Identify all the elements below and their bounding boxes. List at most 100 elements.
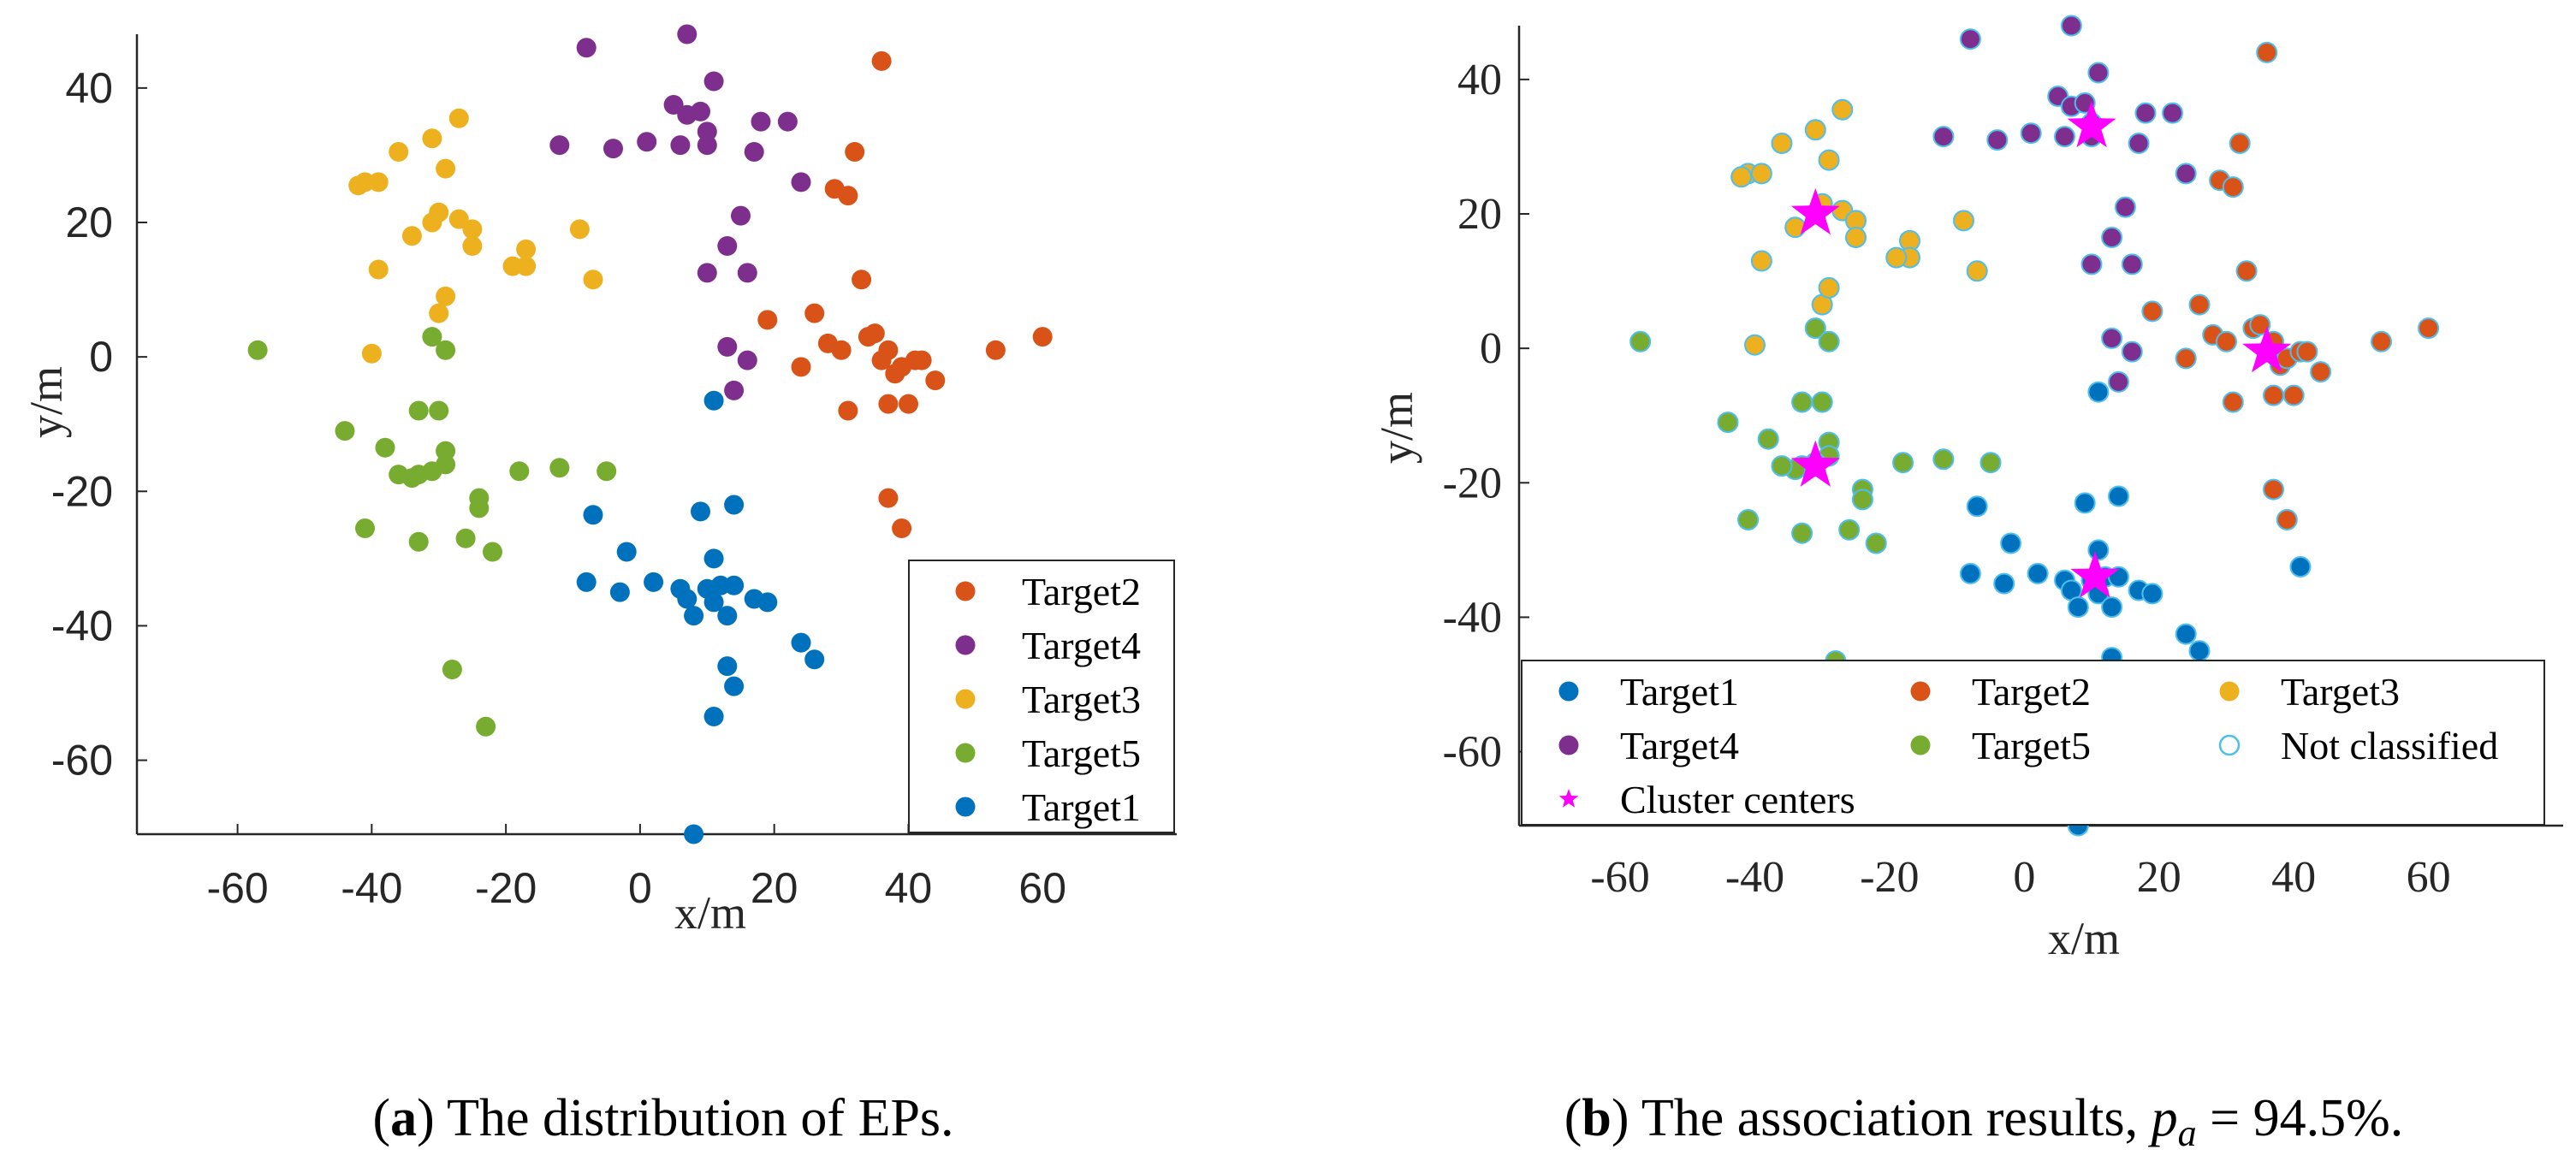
panel-b-point-target1	[1966, 495, 1988, 518]
panel-a-point-target4	[751, 111, 771, 132]
panel-b-legend-marker-not-classified	[2218, 734, 2241, 756]
caption-a-open: (	[372, 1089, 390, 1147]
panel-b-point-target1	[2067, 596, 2089, 619]
panel-b-point-target5	[1838, 518, 1861, 541]
panel-b-cluster-center-star	[1790, 188, 1840, 235]
panel-a-point-target1	[724, 676, 745, 696]
panel-a-point-target3	[502, 256, 523, 276]
panel-a-point-target3	[462, 236, 483, 256]
panel-b-point-target5	[1771, 455, 1793, 477]
panel-b-point-target4	[1932, 126, 1955, 148]
panel-a-legend-label-target2: Target2	[1022, 570, 1141, 613]
panel-b-legend-label-target4: Target4	[1620, 724, 1739, 767]
panel-b-axes: -60 -40 -20 0 20 40 60 -60 -40 -20 0 20 40	[1443, 26, 2563, 902]
panel-a-point-target2	[871, 50, 892, 71]
panel-a-point-target1	[757, 592, 778, 613]
panel-b-point-target4	[2087, 62, 2110, 84]
panel-b-point-target5	[1791, 391, 1813, 413]
panel-a-point-target5	[442, 660, 462, 679]
panel-b-point-target2	[2296, 341, 2318, 363]
panel-b-point-target4	[2101, 227, 2123, 248]
panel-b-y-tick-label: 0	[1480, 324, 1502, 373]
panel-b-point-target5	[1892, 452, 1914, 474]
panel-a-x-tick-label: 40	[885, 864, 933, 912]
panel-b-point-target5	[1791, 522, 1813, 544]
panel-a-legend-marker-target2	[955, 581, 976, 601]
panel-b-legend-marker-target3	[2219, 681, 2240, 702]
panel-a-point-target1	[717, 606, 738, 626]
panel-b-cluster-center-star	[2067, 100, 2116, 148]
panel-b-point-target3	[1953, 210, 1974, 232]
panel-a-point-target2	[911, 350, 932, 370]
panel-a-point-target1	[717, 656, 738, 677]
panel-b-legend-marker-cluster-centers	[1558, 789, 1579, 808]
caption-a-text: The distribution of EPs.	[435, 1089, 954, 1147]
panel-a-point-target4	[670, 135, 691, 156]
panel-a-point-target1	[684, 824, 704, 844]
panel-a-point-target3	[368, 259, 389, 280]
panel-b-scatter-plot: -60 -40 -20 0 20 40 60 -60 -40 -20 0 20 40 x/m y/m T…	[1371, 15, 2563, 964]
panel-a-point-target5	[597, 461, 617, 482]
panel-b-y-tick-label: 20	[1457, 190, 1502, 239]
panel-a-x-tick-label: -40	[341, 864, 402, 912]
panel-b-point-target2	[2216, 330, 2237, 352]
panel-a-point-target5	[408, 531, 429, 552]
panel-a-point-target4	[791, 172, 811, 193]
panel-b-point-target1	[2108, 485, 2129, 507]
caption-b-eq: = 94.5%.	[2197, 1089, 2404, 1147]
panel-a-point-target5	[422, 327, 442, 347]
panel-a-point-target5	[436, 340, 456, 360]
panel-a-point-target4	[576, 38, 597, 58]
panel-a-point-target3	[436, 286, 456, 306]
panel-b-point-target3	[1750, 163, 1772, 185]
panel-a-y-tick-label: 20	[65, 198, 113, 246]
panel-b-point-target5	[1757, 428, 1779, 450]
panel-a-point-target2	[845, 142, 865, 162]
panel-a-point-target5	[355, 518, 375, 538]
panel-b-point-target5	[1979, 452, 2002, 474]
panel-a-y-tick-label: 40	[65, 64, 113, 112]
panel-a-point-target4	[691, 101, 710, 121]
panel-b-point-target3	[1818, 276, 1840, 299]
panel-a-point-target5	[469, 498, 490, 518]
panel-b-point-target3	[1885, 246, 1908, 269]
panel-a-point-target2	[878, 340, 899, 360]
panel-b-point-target3	[1845, 227, 1867, 248]
panel-b-legend: Target1 Target2 Target3 Target4 Target5 Not c…	[1521, 660, 2545, 826]
panel-b-point-target1	[2027, 562, 2049, 584]
panel-b-point-target5	[1717, 412, 1739, 434]
panel-b-point-target4	[1986, 129, 2009, 151]
panel-a-point-target1	[583, 505, 603, 525]
panel-b-y-tick-label: -20	[1443, 459, 1502, 507]
panel-b-point-target5	[1811, 391, 1833, 413]
panel-a-point-target5	[408, 400, 429, 421]
panel-a-point-target3	[401, 226, 422, 246]
panel-a-point-target4	[717, 336, 738, 357]
panel-b-point-target4	[2060, 15, 2082, 37]
panel-b-point-target1	[2000, 532, 2022, 554]
panel-a-point-target1	[791, 632, 811, 653]
panel-b-point-target4	[2108, 370, 2129, 393]
panel-b-point-target2	[2229, 133, 2251, 154]
panel-a-x-tick-label: -20	[475, 864, 537, 912]
panel-a-point-target2	[831, 340, 852, 360]
panel-a-point-target1	[804, 649, 825, 670]
panel-a-y-tick-label: -60	[51, 737, 113, 785]
panel-b-x-tick-label: -40	[1725, 853, 1784, 902]
panel-b-point-target1	[2101, 596, 2123, 619]
panel-b-x-tick-label: 20	[2137, 853, 2181, 902]
panel-b-legend-marker-target4	[1558, 735, 1579, 755]
panel-b-point-target3	[1831, 98, 1854, 121]
panel-a-legend-marker-target4	[955, 635, 976, 655]
caption-b-sub: a	[2178, 1112, 2197, 1154]
panel-a-point-target5	[247, 340, 268, 360]
caption-b-label: b	[1582, 1089, 1611, 1147]
panel-a-point-target5	[509, 461, 530, 482]
panel-b-legend-marker-target1	[1558, 681, 1579, 702]
panel-a-point-target5	[429, 400, 449, 421]
panel-b-legend-marker-target2	[1910, 681, 1931, 702]
panel-a-point-target1	[576, 572, 597, 592]
panel-a-point-target5	[375, 437, 395, 458]
panel-a-point-target3	[389, 142, 409, 162]
panel-a-point-target2	[838, 400, 858, 421]
